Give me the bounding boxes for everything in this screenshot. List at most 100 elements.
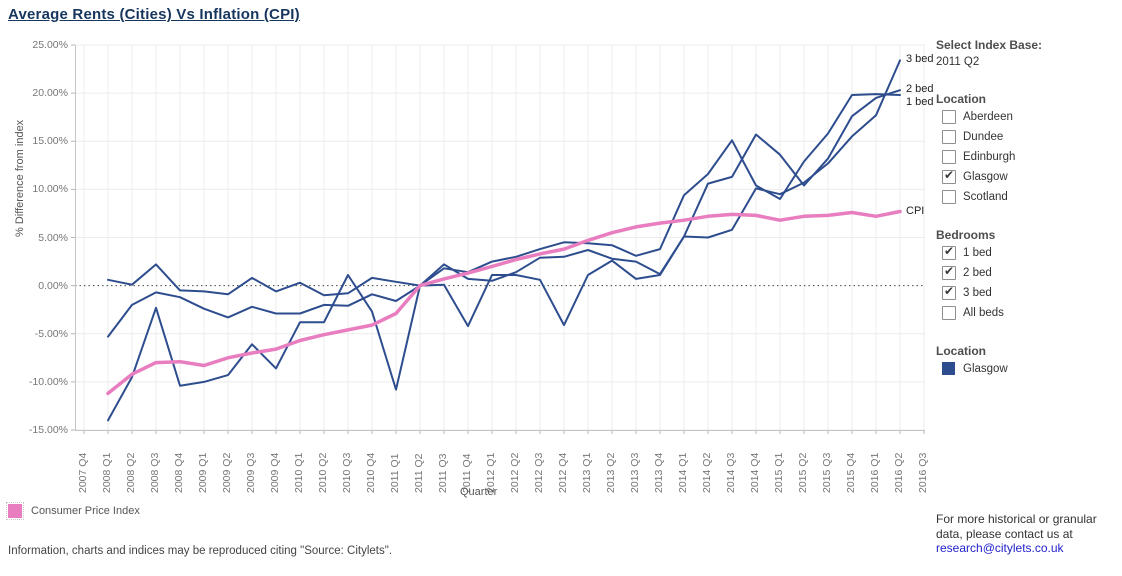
x-tick-label: 2008 Q1 [101, 452, 113, 493]
location-option-aberdeen[interactable]: Aberdeen [942, 110, 1116, 124]
checkbox-label: Dundee [963, 131, 1004, 143]
location-option-glasgow[interactable]: ✔ Glasgow [942, 168, 1116, 184]
x-tick-label: 2009 Q3 [245, 452, 257, 493]
x-tick-label: 2012 Q3 [533, 452, 545, 493]
location-option-dundee[interactable]: Dundee [942, 130, 1116, 144]
x-tick-label: 2013 Q1 [581, 452, 593, 493]
y-tick-label: 15.00% [32, 135, 68, 148]
plot-area [71, 44, 925, 434]
y-tick-label: 5.00% [38, 231, 68, 244]
bedrooms-filter: Bedrooms ✔ 1 bed ✔ 2 bed ✔ 3 bed All beds [936, 228, 1116, 320]
x-tick-label: 2015 Q4 [845, 452, 857, 493]
index-base-label: Select Index Base: [936, 38, 1043, 52]
x-tick-label: 2015 Q2 [797, 452, 809, 493]
checked-checkbox-icon[interactable]: ✔ [942, 284, 956, 300]
x-tick-label: 2013 Q4 [653, 452, 665, 493]
unchecked-checkbox-icon[interactable] [942, 130, 956, 144]
location-color-legend: Location Glasgow [936, 344, 1116, 375]
series-line-2-bed[interactable] [107, 89, 901, 338]
x-tick-label: 2011 Q4 [461, 453, 473, 493]
bedrooms-option-3-bed[interactable]: ✔ 3 bed [942, 284, 1116, 300]
unchecked-checkbox-icon[interactable] [942, 110, 956, 124]
checkbox-label: 2 bed [963, 267, 992, 279]
bedrooms-option-2-bed[interactable]: ✔ 2 bed [942, 264, 1116, 280]
x-tick-label: 2014 Q1 [677, 452, 689, 493]
x-tick-label: 2008 Q2 [125, 452, 137, 493]
contact-note: For more historical or granular data, pl… [936, 512, 1118, 556]
y-tick-label: 10.00% [32, 183, 68, 196]
bedrooms-filter-title: Bedrooms [936, 228, 996, 242]
checked-checkbox-icon[interactable]: ✔ [942, 168, 956, 184]
location-filter-options: Aberdeen Dundee Edinburgh ✔ Glasgow Scotland [936, 110, 1116, 204]
bedrooms-filter-options: ✔ 1 bed ✔ 2 bed ✔ 3 bed All beds [936, 244, 1116, 320]
x-tick-label: 2016 Q2 [893, 452, 905, 493]
checkbox-label: 3 bed [963, 287, 992, 299]
location-legend-title: Location [936, 344, 986, 358]
series-label-3-bed: 3 bed [906, 53, 934, 66]
x-tick-label: 2007 Q4 [77, 452, 89, 493]
y-tick-label: 25.00% [32, 39, 68, 51]
checkbox-label: 1 bed [963, 247, 992, 259]
x-tick-label: 2015 Q3 [821, 452, 833, 493]
y-tick-label: -10.00% [28, 375, 68, 388]
series-label-CPI: CPI [906, 204, 925, 217]
x-tick-label: 2008 Q4 [173, 452, 185, 493]
x-axis-title: Quarter [460, 486, 498, 498]
x-tick-label: 2015 Q1 [773, 452, 785, 493]
series-label-1-bed: 1 bed [906, 96, 934, 109]
y-tick-label: 0.00% [38, 279, 68, 292]
y-tick-label: 20.00% [32, 87, 68, 100]
x-tick-label: 2016 Q1 [869, 452, 881, 493]
x-tick-label: 2012 Q2 [509, 452, 521, 493]
filter-sidebar: Select Index Base: 2011 Q2 Location Aber… [936, 38, 1116, 375]
x-tick-label: 2012 Q1 [485, 452, 497, 493]
legend-item-label: Glasgow [963, 362, 1008, 375]
location-filter-title: Location [936, 92, 986, 106]
y-tick-label: -5.00% [34, 327, 68, 340]
contact-text: For more historical or granular data, pl… [936, 512, 1097, 541]
checked-checkbox-icon[interactable]: ✔ [942, 244, 956, 260]
x-tick-label: 2016 Q3 [917, 452, 929, 493]
cpi-legend[interactable]: Consumer Price Index [6, 502, 140, 520]
bedrooms-option-all-beds[interactable]: All beds [942, 306, 1116, 320]
checked-checkbox-icon[interactable]: ✔ [942, 264, 956, 280]
unchecked-checkbox-icon[interactable] [942, 190, 956, 204]
bedrooms-option-1-bed[interactable]: ✔ 1 bed [942, 244, 1116, 260]
unchecked-checkbox-icon[interactable] [942, 150, 956, 164]
location-option-edinburgh[interactable]: Edinburgh [942, 150, 1116, 164]
checkbox-label: All beds [963, 307, 1004, 319]
checkbox-label: Edinburgh [963, 151, 1016, 163]
x-tick-label: 2008 Q3 [149, 452, 161, 493]
x-tick-label: 2010 Q3 [341, 452, 353, 493]
x-tick-label: 2014 Q4 [749, 452, 761, 493]
series-line-CPI[interactable] [106, 209, 902, 396]
x-tick-label: 2010 Q4 [365, 452, 377, 493]
glasgow-color-swatch [942, 362, 955, 375]
x-tick-label: 2013 Q2 [605, 452, 617, 493]
checkbox-label: Glasgow [963, 171, 1008, 183]
x-tick-label: 2014 Q2 [701, 452, 713, 493]
legend-item-glasgow[interactable]: Glasgow [942, 362, 1116, 375]
x-tick-label: 2010 Q2 [317, 452, 329, 493]
contact-email-link[interactable]: research@citylets.co.uk [936, 541, 1064, 555]
y-tick-label: -15.00% [28, 424, 68, 436]
series-label-2-bed: 2 bed [906, 83, 934, 96]
checkbox-label: Aberdeen [963, 111, 1013, 123]
location-option-scotland[interactable]: Scotland [942, 190, 1116, 204]
checkbox-label: Scotland [963, 191, 1008, 203]
rents-vs-cpi-chart: 25.00% 20.00% 15.00% 10.00% 5.00% 0.00% -5.00%… [14, 39, 934, 498]
index-base-value[interactable]: 2011 Q2 [936, 56, 980, 68]
page-title: Average Rents (Cities) Vs Inflation (CPI… [8, 6, 300, 23]
unchecked-checkbox-icon[interactable] [942, 306, 956, 320]
x-tick-label: 2014 Q3 [725, 452, 737, 493]
cpi-color-swatch [6, 502, 24, 520]
y-axis-title: % Difference from index [14, 119, 26, 237]
x-tick-label: 2012 Q4 [557, 452, 569, 493]
x-tick-label: 2009 Q1 [197, 452, 209, 493]
x-tick-label: 2011 Q2 [413, 453, 425, 493]
footer-citation: Information, charts and indices may be r… [8, 545, 393, 557]
x-tick-label: 2009 Q4 [269, 452, 281, 493]
series-line-3-bed[interactable] [107, 59, 901, 422]
location-filter: Location Aberdeen Dundee Edinburgh ✔ Glasgow… [936, 92, 1116, 204]
